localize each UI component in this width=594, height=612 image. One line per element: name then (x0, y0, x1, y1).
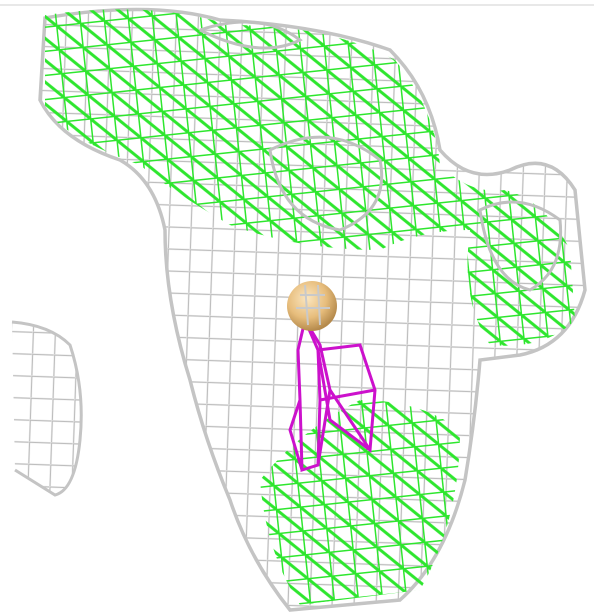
metal-ion (287, 281, 337, 331)
left-fragment (12, 322, 82, 495)
magenta-ligand (288, 315, 377, 473)
mesh-outline (38, 7, 587, 612)
ion-mesh (296, 284, 330, 326)
gray-contours (199, 20, 563, 292)
left-fragment-outline (11, 320, 83, 497)
